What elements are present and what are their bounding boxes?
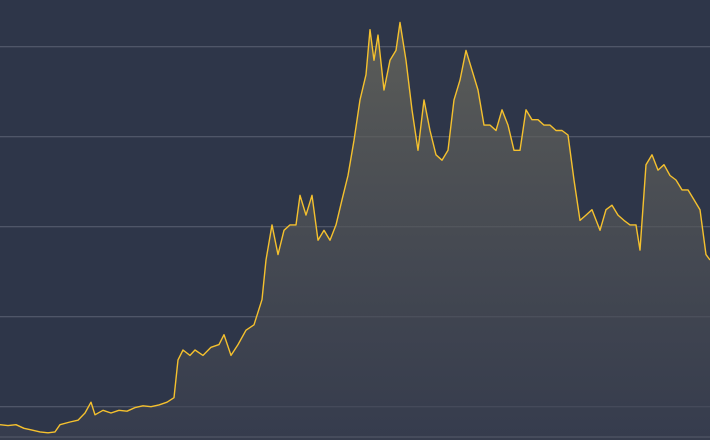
area: [0, 22, 710, 440]
price-line: [0, 21, 710, 434]
